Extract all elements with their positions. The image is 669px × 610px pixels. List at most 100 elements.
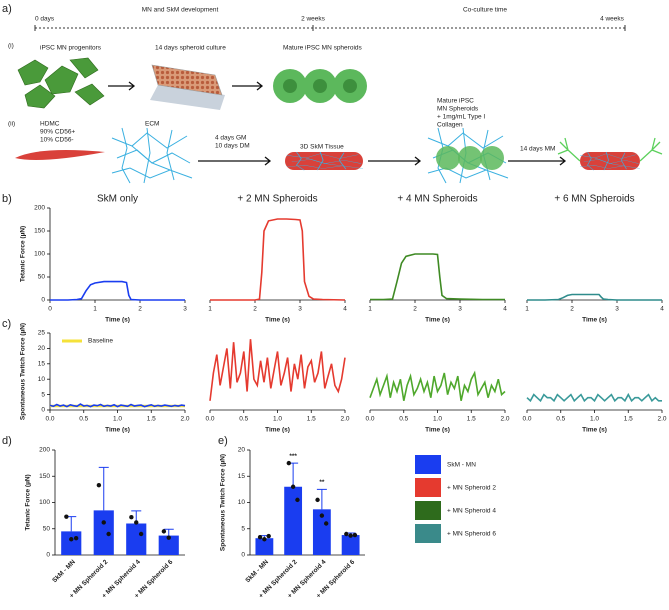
y-tick-label: 25 xyxy=(38,330,46,337)
y-axis-title: Tetanic Force (µN) xyxy=(20,226,27,282)
x-tick-label: 2.0 xyxy=(340,416,349,423)
y-tick-label: 200 xyxy=(34,205,45,212)
step-label: ECM xyxy=(145,121,159,128)
legend-swatch xyxy=(415,478,441,497)
x-tick-label: 1.5 xyxy=(307,416,316,423)
x-tick-label: 0.5 xyxy=(239,416,248,423)
x-tick-label: 0.0 xyxy=(522,416,531,423)
legend-swatch xyxy=(415,455,441,474)
legend-swatch xyxy=(415,501,441,520)
chart-title: + 6 MN Spheroids xyxy=(554,194,634,205)
x-tick-label: 4 xyxy=(343,306,347,313)
line xyxy=(209,339,346,401)
line xyxy=(50,280,185,301)
x-tick-label: 1.5 xyxy=(624,416,633,423)
y-tick-label: 0 xyxy=(41,407,45,414)
x-tick-label: 0.5 xyxy=(79,416,88,423)
data-point xyxy=(96,482,102,488)
x-tick-label: 2.0 xyxy=(500,416,509,423)
row-i: (i) iPSC MN progenitors 14 days spheroid… xyxy=(8,43,367,110)
x-tick-label: 1.0 xyxy=(590,416,599,423)
bar xyxy=(284,486,303,555)
x-tick-label: 0.5 xyxy=(399,416,408,423)
panel-label: a) xyxy=(2,3,12,15)
error-bar xyxy=(98,466,109,511)
coculture xyxy=(427,127,509,184)
x-axis-title: Time (s) xyxy=(105,317,130,324)
x-tick-label: 1 xyxy=(525,306,529,313)
x-tick-label: 1.0 xyxy=(433,416,442,423)
x-tick-label: 3 xyxy=(298,306,302,313)
x-tick-label: 1 xyxy=(93,306,97,313)
data-point xyxy=(257,534,263,540)
bar xyxy=(126,523,147,555)
x-axis-title: Time (s) xyxy=(265,427,290,434)
y-axis-title: Spontaneous Twitch Force (µN) xyxy=(20,323,27,420)
error-bar xyxy=(288,462,299,487)
line xyxy=(526,392,662,403)
y-tick-label: 50 xyxy=(38,274,46,281)
data-point xyxy=(315,497,320,503)
step-label: iPSC MN progenitors xyxy=(40,45,102,52)
data-point xyxy=(348,533,353,538)
y-tick-label: 20 xyxy=(238,447,246,454)
step-label: 4 days GM xyxy=(215,135,246,142)
step-label: 10 days DM xyxy=(215,143,250,150)
y-tick-label: 100 xyxy=(34,251,45,258)
data-point xyxy=(262,537,267,542)
myoblast xyxy=(15,150,105,160)
data-point xyxy=(166,535,171,540)
line xyxy=(210,218,346,301)
x-tick-label: 0 xyxy=(48,306,52,313)
timeline: 0 days MN and SkM development 2 weeks Co… xyxy=(34,7,626,31)
y-tick-label: 50 xyxy=(43,525,51,532)
x-tick-label: 2 xyxy=(138,306,142,313)
data-point xyxy=(69,537,74,542)
x-axis-title: Time (s) xyxy=(105,427,130,434)
step-label: MN Spheroids xyxy=(437,106,479,113)
tissue xyxy=(285,151,364,171)
x-tick-label: 4 xyxy=(660,306,664,313)
innervated-tissue xyxy=(557,137,663,171)
x-tick-label: 2 xyxy=(570,306,574,313)
y-axis-title: Spontaneous Twitch Force (µN) xyxy=(220,454,227,551)
error-bar xyxy=(163,528,174,536)
panel-label: c) xyxy=(2,318,11,330)
x-tick-label: 0.0 xyxy=(45,416,54,423)
x-tick-label: 2.0 xyxy=(180,416,189,423)
x-tick-label: 0.5 xyxy=(556,416,565,423)
timeline-label: 2 weeks xyxy=(301,16,326,23)
x-axis-title: Time (s) xyxy=(425,427,450,434)
data-point xyxy=(344,531,349,537)
x-axis-title: Time (s) xyxy=(425,317,450,324)
x-tick-label: 1.0 xyxy=(113,416,122,423)
arrows xyxy=(198,156,567,166)
y-tick-label: 150 xyxy=(39,473,50,480)
legend-label: + MN Spheroid 4 xyxy=(447,508,496,515)
data-point xyxy=(101,520,106,525)
bar xyxy=(61,531,82,555)
x-tick-label: 3 xyxy=(615,306,619,313)
data-point xyxy=(295,497,300,503)
y-tick-label: 0 xyxy=(46,552,50,559)
legend-label: + MN Spheroid 2 xyxy=(447,485,496,492)
significance: ** xyxy=(319,479,325,486)
step-label: 14 days spheroid culture xyxy=(155,45,226,52)
x-tick-label: 2 xyxy=(413,306,417,313)
chart-title: SkM only xyxy=(97,194,138,205)
data-point xyxy=(266,533,271,539)
data-point xyxy=(352,532,358,538)
bar xyxy=(255,538,274,555)
x-tick-label: 1 xyxy=(208,306,212,313)
y-tick-label: 5 xyxy=(41,391,45,398)
data-point xyxy=(286,460,292,466)
y-tick-label: 15 xyxy=(238,473,246,480)
chart-title: + 4 MN Spheroids xyxy=(397,194,477,205)
line xyxy=(527,293,662,301)
y-tick-label: 10 xyxy=(238,499,246,506)
data-point xyxy=(134,520,139,525)
step-label: 14 days MM xyxy=(520,146,555,153)
bar xyxy=(341,535,360,555)
legend-label: Baseline xyxy=(88,338,113,345)
x-tick-label: SkM - MN xyxy=(244,558,270,584)
